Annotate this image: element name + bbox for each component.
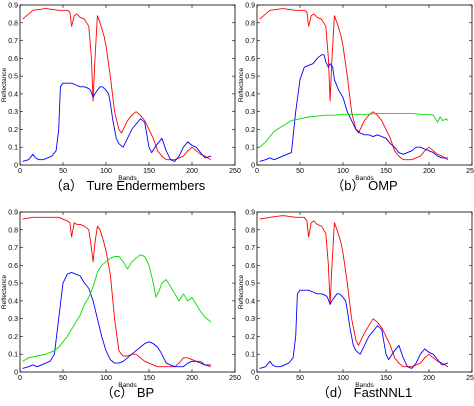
- y-tick-label-b: 0.8: [245, 20, 255, 27]
- x-tick-label-b: 150: [380, 168, 392, 175]
- y-tick-label-b: 0.6: [245, 56, 255, 63]
- y-tick-label-a: 0.2: [8, 127, 18, 134]
- y-tick-label-c: 0.2: [8, 334, 18, 341]
- series-line-b-3: [259, 112, 449, 148]
- y-tick-label-c: 0.1: [8, 352, 18, 359]
- x-axis-label-b: Bands: [355, 175, 374, 182]
- x-tick-label-a: 0: [18, 168, 22, 175]
- y-tick-label-d: 0.7: [245, 245, 255, 252]
- x-tick-label-d: 200: [423, 375, 435, 382]
- x-tick-label-c: 150: [143, 375, 155, 382]
- x-tick-label-c: 200: [186, 375, 198, 382]
- y-tick-label-c: 0.8: [8, 227, 18, 234]
- y-tick-label-c: 0.3: [8, 316, 18, 323]
- x-tick-label-a: 100: [100, 168, 112, 175]
- x-axis-label-d: Bands: [355, 382, 374, 389]
- plot-frame-d: [256, 211, 473, 373]
- x-tick-label-d: 250: [466, 375, 474, 382]
- series-line-c-1: [22, 216, 212, 368]
- y-tick-label-d: 0.2: [245, 334, 255, 341]
- y-tick-label-b: 0: [251, 163, 255, 170]
- chart-panel-b: 0 0.1 0.2 0.3 0.4 0.5 0.6 0.7 0.8 0.9 0 50 100 150 200…: [238, 3, 474, 194]
- x-tick-label-a: 250: [229, 168, 241, 175]
- panel-caption-c: （c） BP: [101, 385, 154, 400]
- chart-panel-a: 0 0.1 0.2 0.3 0.4 0.5 0.6 0.7 0.8 0.9 0 50 100 150 200…: [1, 3, 241, 194]
- x-axis-label-a: Bands: [118, 175, 137, 182]
- y-tick-label-a: 0.8: [8, 20, 18, 27]
- y-tick-label-b: 0.5: [245, 74, 255, 81]
- y-tick-label-c: 0: [14, 370, 18, 377]
- series-line-a-2: [22, 82, 212, 162]
- x-tick-label-b: 50: [296, 168, 304, 175]
- y-axis-label-a: Reflectance: [1, 67, 8, 102]
- y-axis-label-c: Reflectance: [1, 274, 8, 309]
- x-tick-label-b: 200: [423, 168, 435, 175]
- chart-panel-c: 0 0.1 0.2 0.3 0.4 0.5 0.6 0.7 0.8 0.9 0 50 100 150 200…: [1, 210, 241, 401]
- y-tick-label-c: 0.5: [8, 281, 18, 288]
- y-tick-label-d: 0.8: [245, 227, 255, 234]
- panel-caption-d: （d） FastNNL1: [317, 385, 412, 400]
- x-tick-label-c: 100: [100, 375, 112, 382]
- x-tick-label-a: 50: [59, 168, 67, 175]
- y-tick-label-c: 0.7: [8, 245, 18, 252]
- y-tick-label-c: 0.4: [8, 298, 18, 305]
- x-tick-label-d: 50: [296, 375, 304, 382]
- plot-frame-a: [19, 4, 236, 166]
- y-tick-label-b: 0.3: [245, 109, 255, 116]
- y-tick-label-d: 0.9: [245, 210, 255, 217]
- y-tick-label-c: 0.6: [8, 263, 18, 270]
- y-tick-label-d: 0: [251, 370, 255, 377]
- series-line-d-2: [259, 289, 449, 369]
- y-tick-label-d: 0.3: [245, 316, 255, 323]
- plot-frame-b: [256, 4, 473, 166]
- x-tick-label-d: 150: [380, 375, 392, 382]
- y-tick-label-b: 0.9: [245, 3, 255, 10]
- y-tick-label-a: 0: [14, 163, 18, 170]
- series-line-c-3: [22, 254, 212, 362]
- y-tick-label-a: 0.6: [8, 56, 18, 63]
- x-tick-label-d: 100: [337, 375, 349, 382]
- y-tick-label-b: 0.2: [245, 127, 255, 134]
- y-tick-label-b: 0.7: [245, 38, 255, 45]
- series-line-c-2: [22, 271, 211, 369]
- x-tick-label-d: 0: [255, 375, 259, 382]
- y-tick-label-d: 0.5: [245, 281, 255, 288]
- y-tick-label-a: 0.5: [8, 74, 18, 81]
- chart-panel-d: 0 0.1 0.2 0.3 0.4 0.5 0.6 0.7 0.8 0.9 0 50 100 150 200…: [238, 210, 474, 401]
- plot-frame-c: [19, 211, 236, 373]
- y-tick-label-a: 0.9: [8, 3, 18, 10]
- x-tick-label-c: 50: [59, 375, 67, 382]
- y-tick-label-a: 0.7: [8, 38, 18, 45]
- x-tick-label-a: 150: [143, 168, 155, 175]
- y-tick-label-d: 0.1: [245, 352, 255, 359]
- series-line-b-2: [259, 54, 448, 162]
- x-tick-label-b: 100: [337, 168, 349, 175]
- panel-caption-b: （b） OMP: [331, 178, 397, 193]
- y-tick-label-b: 0.4: [245, 91, 255, 98]
- y-tick-label-a: 0.3: [8, 109, 18, 116]
- y-tick-label-c: 0.9: [8, 210, 18, 217]
- y-tick-label-a: 0.1: [8, 145, 18, 152]
- y-axis-label-b: Reflectance: [238, 67, 245, 102]
- y-tick-label-d: 0.4: [245, 298, 255, 305]
- y-tick-label-a: 0.4: [8, 91, 18, 98]
- y-tick-label-d: 0.6: [245, 263, 255, 270]
- x-tick-label-c: 0: [18, 375, 22, 382]
- x-tick-label-b: 0: [255, 168, 259, 175]
- x-tick-label-a: 200: [186, 168, 198, 175]
- x-tick-label-c: 250: [229, 375, 241, 382]
- y-axis-label-d: Reflectance: [238, 274, 245, 309]
- panel-caption-a: （a） Ture Endermembers: [50, 178, 206, 193]
- y-tick-label-b: 0.1: [245, 145, 255, 152]
- x-tick-label-b: 250: [466, 168, 474, 175]
- x-axis-label-c: Bands: [118, 382, 137, 389]
